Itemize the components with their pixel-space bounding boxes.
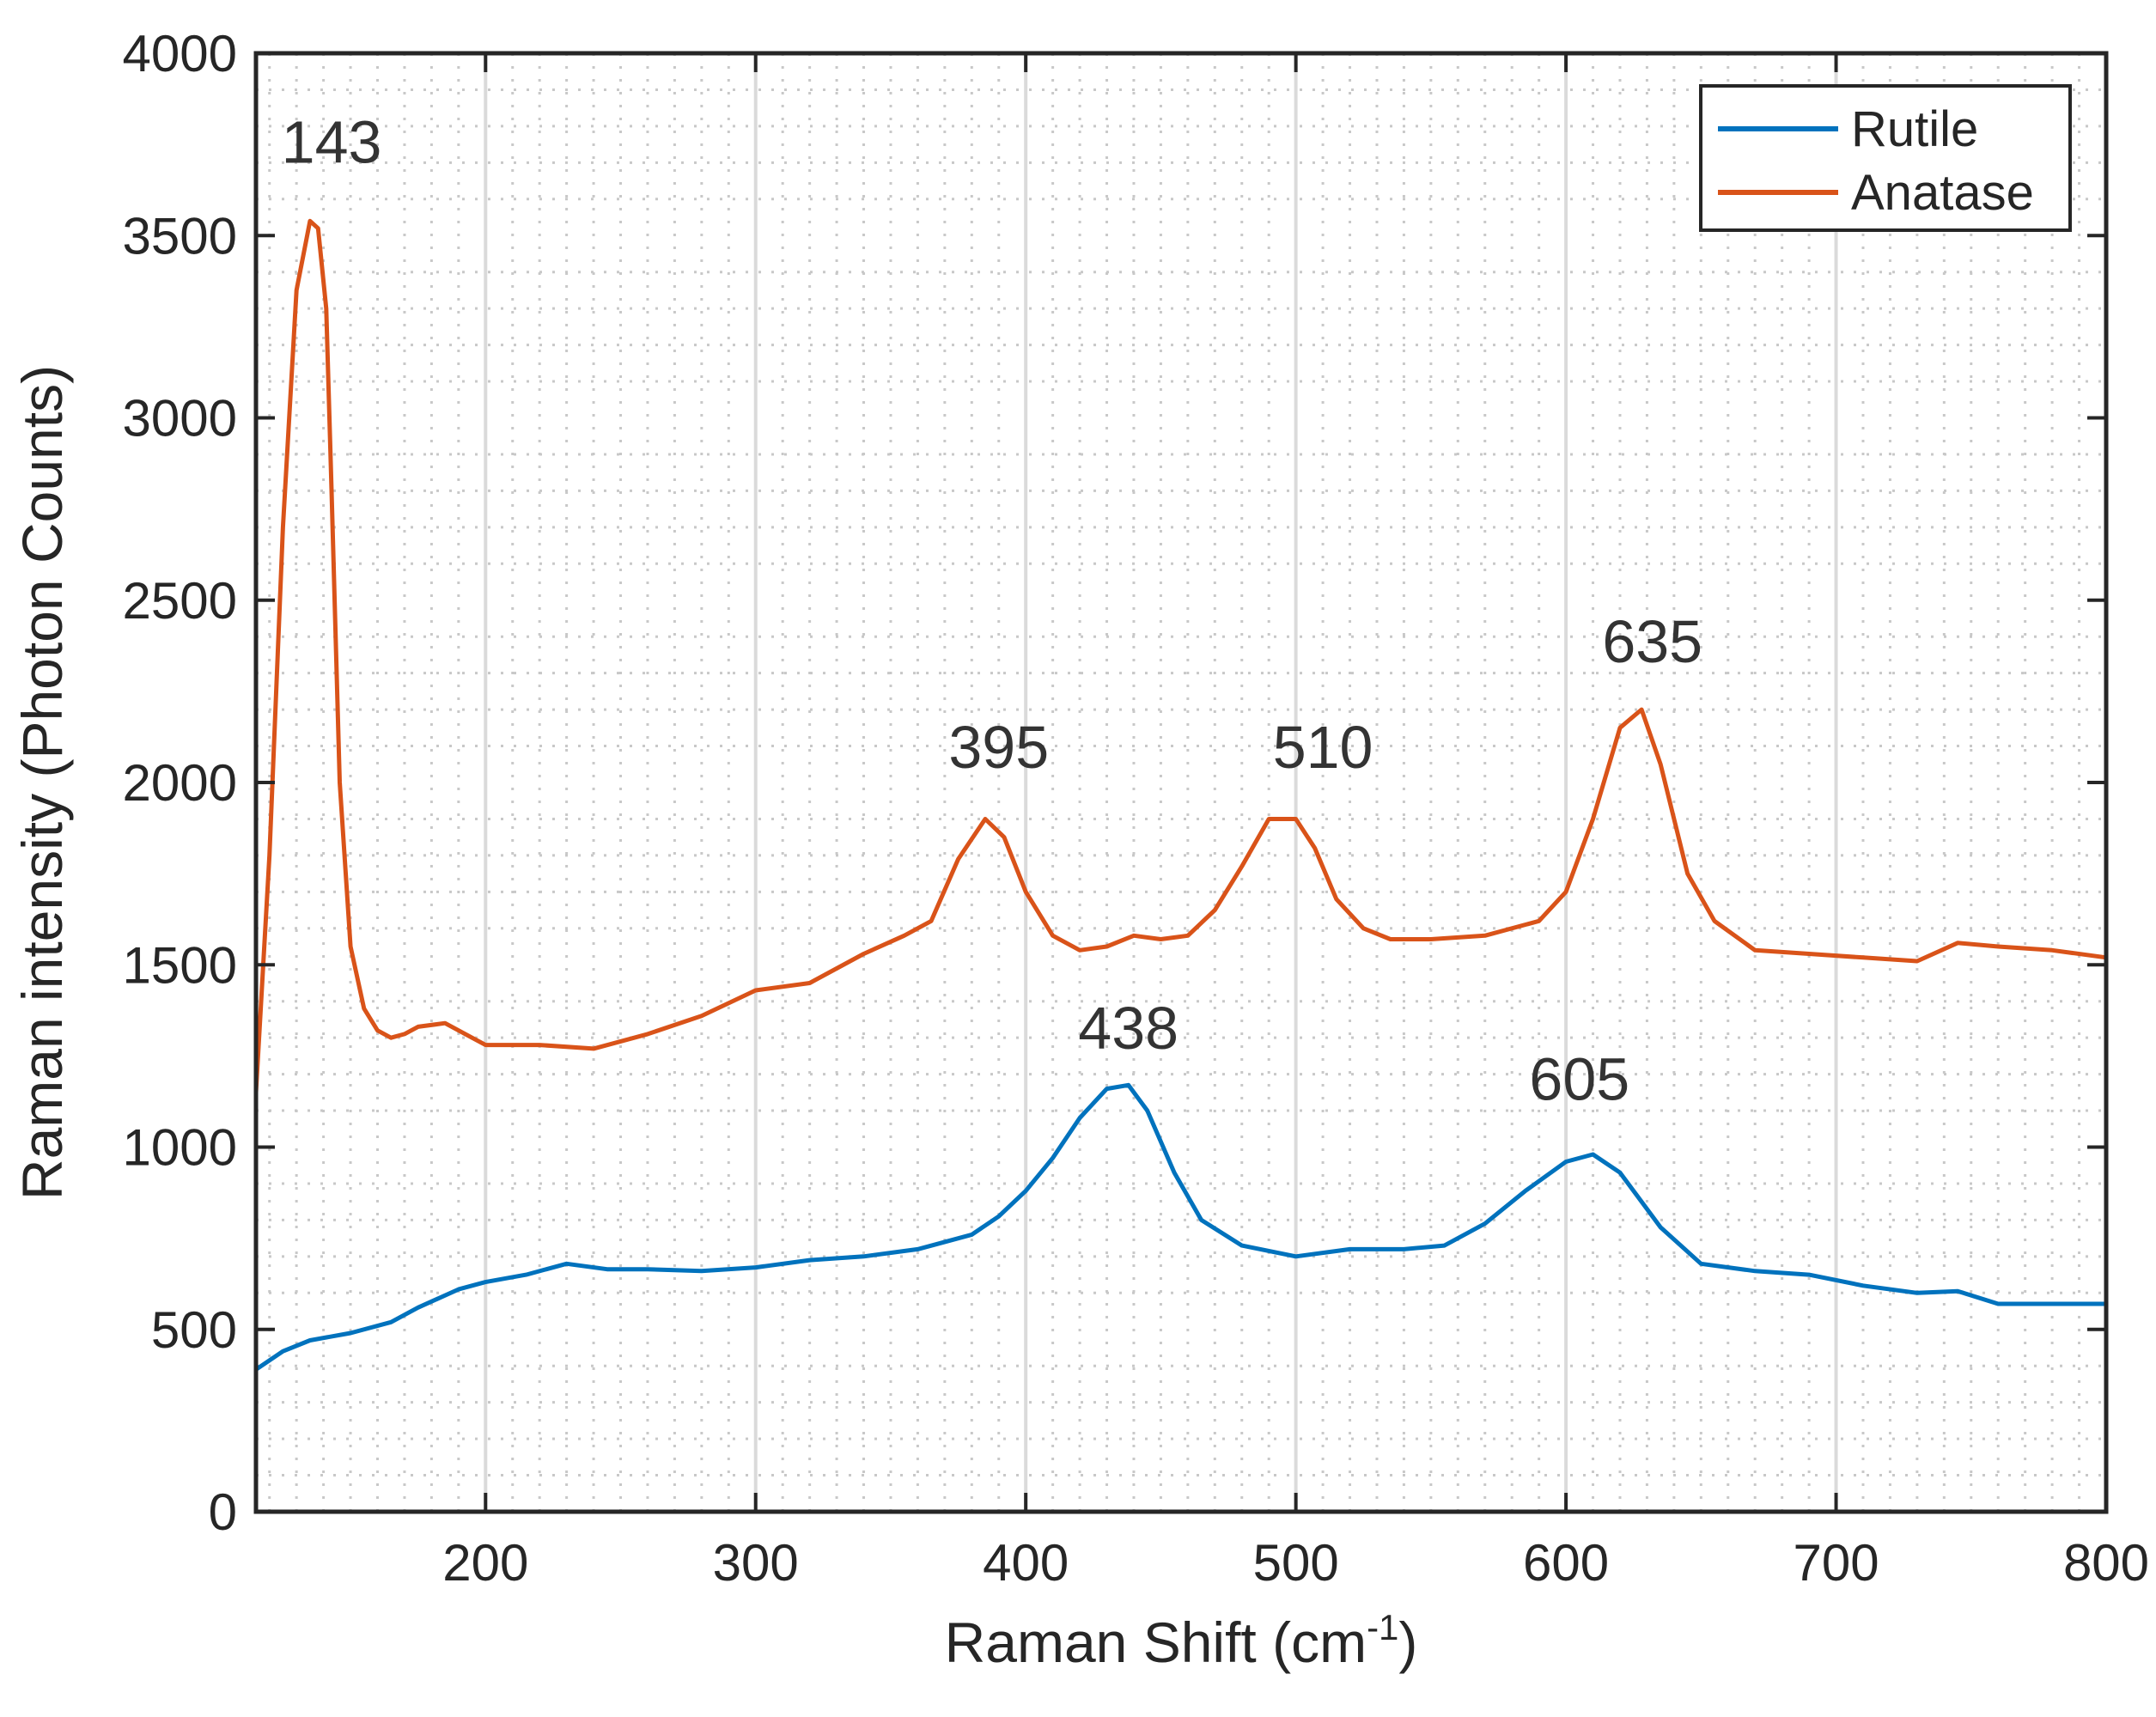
- x-tick-label: 200: [442, 1534, 528, 1592]
- peak-label-438: 438: [1078, 995, 1178, 1062]
- y-tick-label: 3500: [123, 207, 237, 265]
- series-layer: [253, 218, 2109, 1372]
- y-tick-label: 4000: [123, 25, 237, 82]
- peak-label-510: 510: [1273, 714, 1373, 781]
- tick-marks: [256, 52, 2108, 1513]
- x-tick-label: 800: [2063, 1534, 2149, 1592]
- x-axis-title-superscript: -1: [1367, 1607, 1398, 1647]
- x-tick-label: 500: [1253, 1534, 1339, 1592]
- x-axis-title-text: Raman Shift (cm: [945, 1610, 1367, 1674]
- series-line-anatase: [253, 218, 2109, 1095]
- x-tick-label: 400: [983, 1534, 1069, 1592]
- y-tick-label: 2500: [123, 572, 237, 630]
- x-tick-label: 700: [1793, 1534, 1879, 1592]
- major-grid: [484, 53, 1838, 1512]
- y-tick-label: 3000: [123, 390, 237, 448]
- peak-label-143: 143: [282, 108, 382, 175]
- y-tick-label: 2000: [123, 754, 237, 812]
- y-tick-label: 500: [151, 1301, 237, 1359]
- peak-annotations: 143 395 510 635 438 605: [282, 108, 1702, 1112]
- legend: Rutile Anatase: [1699, 84, 2072, 232]
- x-axis-title-suffix: ): [1398, 1610, 1417, 1674]
- x-tick-label: 300: [713, 1534, 799, 1592]
- peak-label-605: 605: [1529, 1045, 1629, 1112]
- peak-label-635: 635: [1602, 608, 1702, 675]
- series-line-rutile: [253, 1082, 2109, 1372]
- y-tick-label: 1000: [123, 1119, 237, 1177]
- legend-label-anatase: Anatase: [1851, 165, 2034, 221]
- tick-labels: 200 300 400 500 600 700 800 0 500 1000 1500 2000 250…: [123, 25, 2150, 1592]
- x-axis-title: Raman Shift (cm-1): [945, 1607, 1418, 1674]
- x-tick-label: 600: [1523, 1534, 1609, 1592]
- legend-label-rutile: Rutile: [1851, 101, 1978, 157]
- y-tick-label: 1500: [123, 936, 237, 994]
- legend-box: [1699, 84, 2072, 232]
- y-axis-title: Raman intensity (Photon Counts): [10, 365, 74, 1200]
- peak-label-395: 395: [948, 714, 1049, 781]
- y-tick-label: 0: [209, 1483, 237, 1541]
